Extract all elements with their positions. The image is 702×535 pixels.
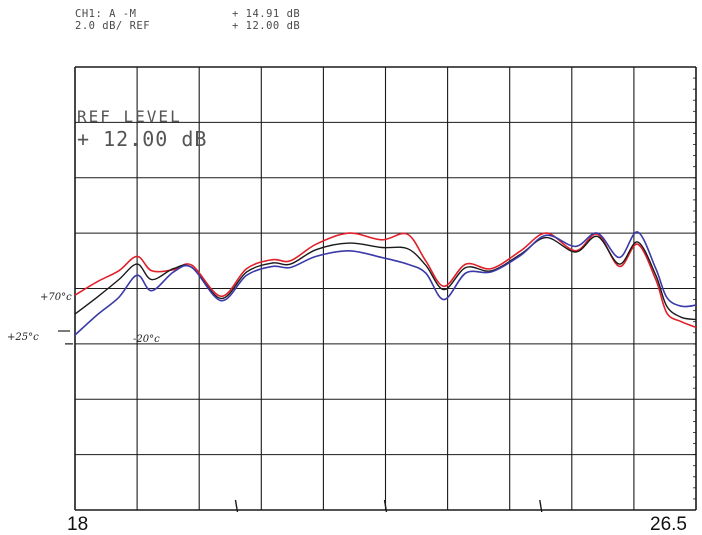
header-line1-left: CH1: A -M [75, 8, 136, 20]
header-line2-left: 2.0 dB/ REF [75, 20, 150, 32]
x-tick-label-start: 18 [67, 514, 88, 535]
trace-label-room: +25°c [7, 332, 39, 343]
grid-marker-tick [234, 499, 239, 513]
x-tick-label-end: 26.5 [650, 514, 687, 535]
trace-label-cold: -20°c [133, 334, 160, 345]
plot-grid [65, 66, 697, 513]
grid-marker-tick [539, 499, 543, 513]
trace-label-hot: +70°c [40, 292, 72, 303]
series-line-hot [74, 232, 697, 329]
grid-marker-tick [383, 499, 388, 513]
ref-level-title: REF LEVEL [77, 107, 182, 126]
header-line1-right: + 14.91 dB [232, 8, 300, 20]
series-layer [74, 231, 697, 336]
ref-level-value: + 12.00 dB [77, 127, 207, 151]
header-line2-right: + 12.00 dB [232, 20, 300, 32]
series-line-room [74, 235, 697, 321]
series-line-cold [74, 231, 697, 336]
